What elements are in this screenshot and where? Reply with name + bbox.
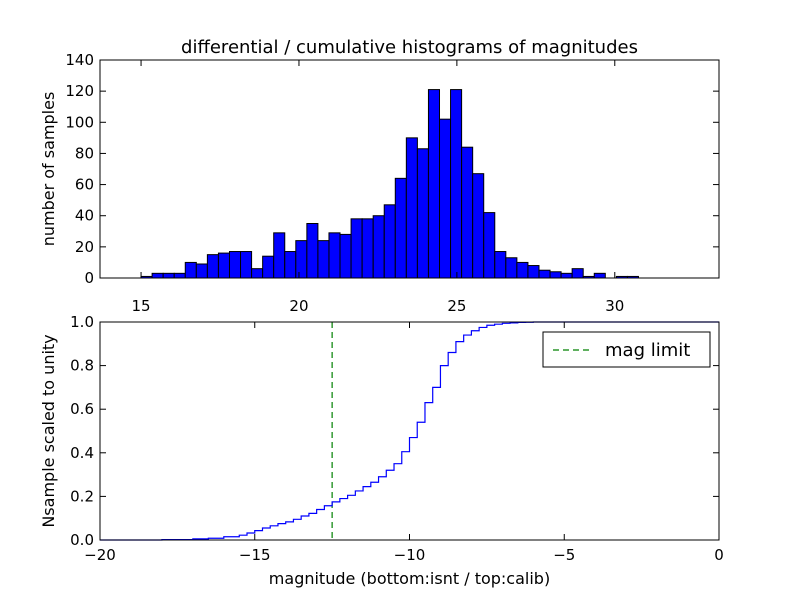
y-tick-label: 40 — [75, 207, 94, 225]
histogram-bar — [273, 232, 286, 279]
chart-title: differential / cumulative histograms of … — [181, 37, 638, 58]
histogram-bar — [549, 271, 562, 279]
y-tick-label: 0.8 — [70, 357, 94, 375]
histogram-bar — [317, 240, 330, 279]
top-y-axis-label: number of samples — [39, 92, 58, 247]
histogram-bar — [372, 215, 385, 279]
histogram-bar — [427, 89, 441, 279]
histogram-bar — [516, 261, 529, 279]
histogram-bar — [284, 251, 297, 279]
x-tick-label: 25 — [447, 297, 466, 315]
x-tick-label: −10 — [394, 546, 426, 564]
histogram-bar — [538, 269, 551, 279]
bottom-y-axis-label: Nsample scaled to unity — [39, 334, 58, 527]
histogram-bar — [361, 218, 374, 279]
histogram-bar — [472, 173, 485, 279]
histogram-bar — [217, 252, 230, 279]
legend-box — [542, 331, 711, 368]
histogram-bar — [350, 218, 363, 279]
y-tick-label: 1.0 — [70, 313, 94, 331]
y-tick-label: 0.2 — [70, 487, 94, 505]
histogram-bar — [151, 272, 164, 279]
y-tick-label: 60 — [75, 176, 94, 194]
histogram-bar — [162, 272, 175, 279]
y-tick-label: 0.6 — [70, 400, 94, 418]
histogram-bar — [461, 146, 474, 279]
bottom-axis-ticks: −20 −15 −10 −5 0 0.0 0.2 0.4 0.6 0.8 1.0 — [70, 313, 724, 564]
histogram-bar — [251, 268, 264, 279]
histogram-bar — [394, 177, 407, 279]
histogram-bar — [240, 251, 253, 279]
y-tick-label: 100 — [65, 113, 94, 131]
histogram-bar — [593, 272, 606, 279]
y-tick-label: 0.0 — [70, 531, 94, 549]
x-tick-label: −15 — [239, 546, 271, 564]
cumulative-step-line — [100, 321, 719, 541]
x-tick-label: −5 — [553, 546, 575, 564]
x-tick-label: 15 — [132, 297, 151, 315]
histogram-bar — [184, 261, 197, 279]
y-tick-label: 140 — [65, 51, 94, 69]
histogram-bar — [405, 137, 418, 279]
histogram-bar — [228, 251, 242, 279]
histogram-bar — [195, 263, 208, 279]
x-tick-label: 30 — [605, 297, 624, 315]
top-axes-frame — [99, 59, 720, 279]
top-histogram-plot: 15 20 25 30 0 20 40 60 80 100 120 140 — [65, 51, 720, 315]
histogram-bar — [571, 268, 584, 279]
histogram-bar — [383, 204, 396, 279]
y-tick-label: 80 — [75, 144, 94, 162]
histogram-bar — [295, 240, 308, 279]
histogram-bars — [140, 89, 639, 279]
x-tick-label: 0 — [714, 546, 724, 564]
y-tick-label: 0 — [84, 269, 94, 287]
histogram-bar — [494, 251, 507, 279]
x-tick-label: 20 — [289, 297, 308, 315]
histogram-bar — [262, 255, 275, 279]
histogram-bar — [339, 233, 352, 279]
y-tick-label: 0.4 — [70, 444, 94, 462]
histogram-bar — [439, 118, 452, 279]
histogram-bar — [306, 223, 319, 279]
histogram-bar — [505, 257, 518, 279]
legend-mag-limit-label: mag limit — [605, 340, 690, 361]
histogram-bar — [527, 265, 540, 279]
y-tick-label: 120 — [65, 82, 94, 100]
histogram-bar — [416, 148, 429, 279]
histogram-bar — [450, 89, 463, 279]
histogram-bar — [206, 254, 219, 279]
top-axis-ticks: 15 20 25 30 0 20 40 60 80 100 120 140 — [65, 51, 719, 315]
histogram-bar — [328, 232, 341, 279]
x-tick-label: −20 — [84, 546, 116, 564]
bottom-x-axis-label: magnitude (bottom:isnt / top:calib) — [269, 569, 550, 588]
legend: mag limit — [542, 331, 711, 368]
histogram-bar — [173, 272, 186, 279]
bottom-cumulative-plot: −20 −15 −10 −5 0 0.0 0.2 0.4 0.6 0.8 1.0 mag limit — [70, 313, 724, 564]
histogram-bar — [483, 212, 496, 279]
histogram-bar — [560, 272, 573, 279]
y-tick-label: 20 — [75, 238, 94, 256]
